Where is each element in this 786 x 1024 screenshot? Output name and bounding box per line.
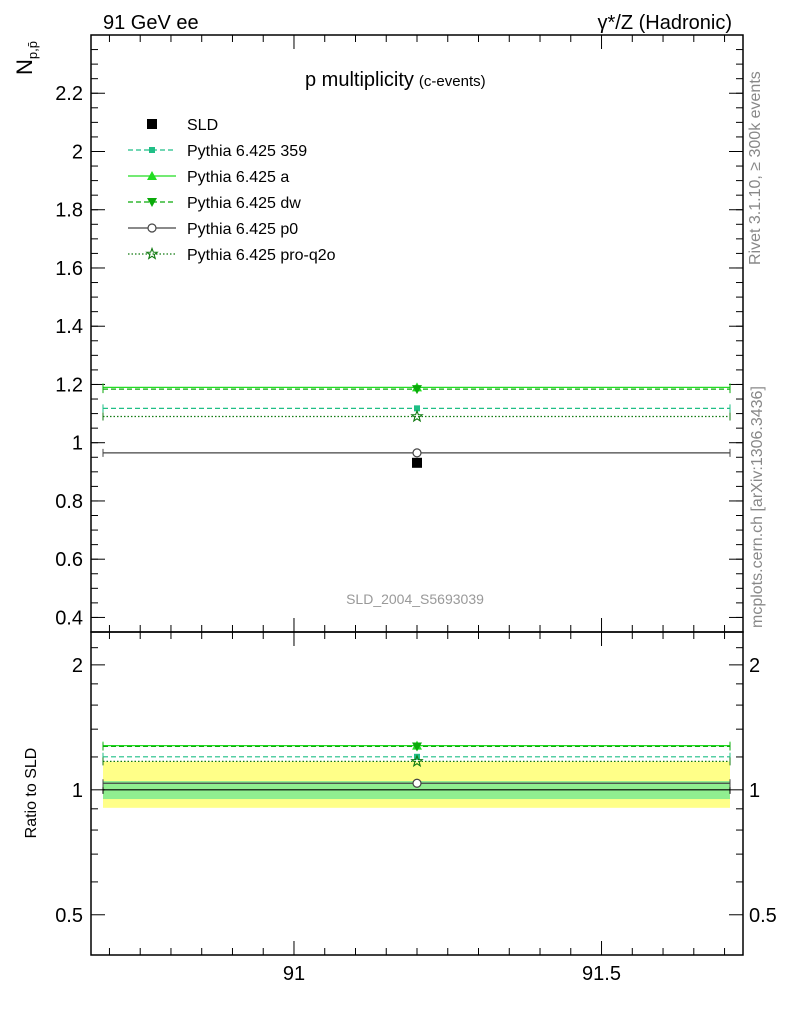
rivet-label: Rivet 3.1.10, ≥ 300k events <box>747 71 764 265</box>
y-tick-label-right: 0.5 <box>749 905 777 927</box>
y-tick-label: 0.5 <box>55 905 83 927</box>
y-tick-label: 0.6 <box>55 549 83 571</box>
ratio-point <box>412 742 422 752</box>
header-right: γ*/Z (Hadronic) <box>598 12 732 34</box>
legend-marker <box>145 246 159 260</box>
y-tick-label: 2.2 <box>55 83 83 105</box>
data-point <box>412 457 422 468</box>
chart-title: p multiplicity (c-events) <box>305 69 486 91</box>
legend: SLD Pythia 6.425 359 Pythia 6.425 a Pythia … <box>128 117 336 264</box>
ratio-point <box>410 754 424 768</box>
legend-marker <box>149 147 155 153</box>
y-tick-label: 0.8 <box>55 491 83 513</box>
data-point <box>412 448 422 458</box>
y-tick-label: 1.6 <box>55 258 83 280</box>
ratio-y-label: Ratio to SLD <box>23 748 40 839</box>
legend-label: Pythia 6.425 pro-q2o <box>187 247 336 264</box>
y-tick-label: 1 <box>72 433 83 455</box>
legend-label: Pythia 6.425 dw <box>187 195 301 212</box>
legend-marker <box>147 171 157 180</box>
y-tick-label: 1.8 <box>55 200 83 222</box>
mcplots-label: mcplots.cern.ch [arXiv:1306.3436] <box>749 386 766 628</box>
legend-marker <box>147 223 157 233</box>
legend-label: Pythia 6.425 p0 <box>187 221 298 238</box>
legend-label: Pythia 6.425 a <box>187 169 289 186</box>
legend-marker <box>147 198 157 207</box>
data-point <box>412 385 422 395</box>
main-series-markers <box>410 382 424 468</box>
main-axis: 0.4 0.6 0.8 1 1.2 1.4 1.6 1.8 2 2.2 <box>55 34 743 633</box>
y-tick-label: 1.4 <box>55 316 83 338</box>
ratio-axis: 0.5 0.5 1 1 2 2 91 91.5 <box>55 632 777 985</box>
ratio-frame <box>90 631 744 956</box>
main-y-label: Np,p̄ <box>12 41 40 75</box>
x-tick-label: 91 <box>283 963 305 985</box>
legend-marker <box>147 119 157 129</box>
y-tick-label: 0.4 <box>55 607 83 629</box>
watermark: SLD_2004_S5693039 <box>346 591 484 607</box>
legend-label: SLD <box>187 117 218 134</box>
y-tick-label-right: 1 <box>749 780 760 802</box>
data-point <box>414 405 420 412</box>
ratio-series-markers <box>410 740 424 788</box>
y-tick-label: 2 <box>72 655 83 677</box>
header-left: 91 GeV ee <box>103 12 199 34</box>
legend-label: Pythia 6.425 359 <box>187 143 307 160</box>
data-point <box>410 409 424 423</box>
y-tick-label: 1 <box>72 780 83 802</box>
main-series-lines <box>102 383 731 457</box>
y-tick-label: 2 <box>72 141 83 163</box>
y-tick-label-right: 2 <box>749 655 760 677</box>
x-tick-label: 91.5 <box>582 963 621 985</box>
y-tick-label: 1.2 <box>55 374 83 396</box>
ratio-point <box>412 778 422 788</box>
